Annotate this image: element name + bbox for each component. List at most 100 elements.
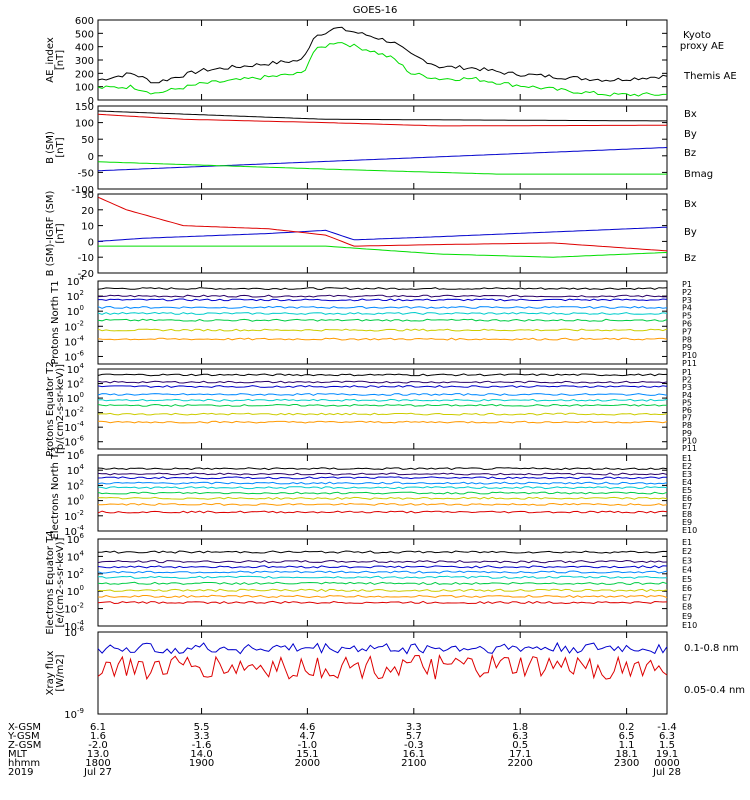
legend-E9: E9 — [682, 612, 692, 621]
ephemeris-value: 1.6 — [90, 731, 106, 742]
y-axis-label: [e/(cm2-s-sr-keV)] — [55, 537, 66, 627]
panel-3: -20 -10 0 10 20 30 B (SM)-IGRF (SM) [nT] Bx By Bz — [45, 190, 697, 280]
legend-xray-long: 0.1-0.8 nm — [684, 643, 739, 654]
legend-E5: E5 — [682, 575, 692, 584]
legend-By: By — [684, 129, 697, 140]
series-line-By — [98, 245, 668, 258]
panel-frame — [97, 454, 668, 532]
ephemeris-value: 6.3 — [659, 731, 675, 742]
legend-E6: E6 — [682, 494, 692, 503]
series-line-By — [97, 161, 667, 175]
series-line-P8 — [97, 337, 668, 341]
legend-E9: E9 — [682, 518, 692, 527]
ephemeris-value: Jul 28 — [652, 767, 681, 778]
legend-kyoto: proxy AE — [680, 41, 724, 52]
series-line-E5 — [97, 486, 668, 490]
legend-P7: P7 — [682, 414, 692, 423]
series-line-P7 — [97, 328, 668, 332]
legend-P4: P4 — [682, 304, 692, 313]
legend-P6: P6 — [682, 320, 692, 329]
legend-xray-short: 0.05-0.4 nm — [684, 685, 745, 696]
y-tick-label: 100 — [67, 494, 84, 508]
series-line-E9 — [97, 600, 668, 605]
legend-P11: P11 — [682, 444, 697, 453]
legend-E8: E8 — [682, 510, 692, 519]
ephemeris-value: -1.4 — [657, 722, 677, 733]
y-axis-label: [W/m2] — [55, 654, 66, 691]
y-tick-label: 100 — [75, 119, 94, 130]
y-axis-label: [nT] — [55, 223, 66, 243]
ephemeris-value: -1.0 — [298, 740, 318, 751]
legend-P2: P2 — [682, 288, 692, 297]
y-tick-label: 104 — [67, 463, 85, 477]
y-tick-label: -100 — [71, 185, 94, 196]
legend-E2: E2 — [682, 547, 692, 556]
chart-title: GOES-16 — [353, 5, 398, 16]
y-tick-label: 400 — [75, 43, 94, 54]
series-line-0.1-0.8-nm — [97, 653, 668, 681]
series-line-P3 — [97, 385, 668, 388]
series-line-P6 — [97, 318, 668, 322]
series-line-E9 — [97, 510, 668, 514]
ephemeris-value: 1.1 — [619, 740, 635, 751]
series-line-E6 — [97, 581, 668, 586]
ephemeris-value: 2100 — [401, 758, 426, 769]
y-tick-label: 10 — [81, 222, 94, 233]
series-line-E5 — [97, 575, 668, 579]
ephemeris-label: Z-GSM — [8, 740, 41, 751]
y-tick-label: 104 — [67, 362, 85, 376]
y-axis-label: AE_index — [45, 37, 56, 83]
y-tick-label: 10-4 — [64, 420, 84, 434]
ephemeris-value: 18.1 — [615, 749, 637, 760]
legend-P10: P10 — [682, 351, 697, 360]
ephemeris-value: 4.6 — [299, 722, 315, 733]
legend-Bx: Bx — [684, 109, 697, 120]
panel-frame — [97, 368, 668, 450]
legend-P5: P5 — [682, 398, 692, 407]
y-tick-label: 10-6 — [64, 625, 84, 639]
series-line-E2 — [97, 472, 668, 476]
y-tick-label: 20 — [81, 206, 94, 217]
y-tick-label: -50 — [78, 168, 94, 179]
legend-P4: P4 — [682, 391, 692, 400]
series-line-Bz — [97, 196, 668, 252]
legend-P9: P9 — [682, 343, 692, 352]
series-line-P8 — [97, 420, 668, 424]
legend-P3: P3 — [682, 383, 692, 392]
panel-frame — [97, 19, 668, 101]
legend-P1: P1 — [682, 280, 692, 289]
series-line-P2 — [97, 294, 668, 298]
legend-By: By — [684, 227, 697, 238]
legend-E1: E1 — [682, 454, 692, 463]
ephemeris-value: Jul 27 — [83, 767, 112, 778]
legend-E3: E3 — [682, 556, 692, 565]
y-tick-label: 10-2 — [64, 406, 84, 420]
y-tick-label: 600 — [75, 16, 94, 27]
y-axis-label: Protons North T1 — [50, 280, 61, 364]
ephemeris-value: 0000 — [654, 758, 679, 769]
y-axis-label: [p/(cm2-s-sr-keV)] — [55, 364, 66, 454]
legend-kyoto: Kyoto — [683, 30, 711, 41]
panel-1: 0 100 200 300 400 500 600 AE_index [nT] Kyotoprox… — [45, 16, 737, 107]
ephemeris-value: 3.3 — [406, 722, 422, 733]
y-axis-label: [nT] — [55, 137, 66, 157]
y-tick-label: 0 — [88, 96, 94, 107]
ephemeris-value: 5.7 — [406, 731, 422, 742]
series-line-E8 — [97, 594, 668, 599]
ephemeris-value: 1.5 — [659, 740, 675, 751]
y-tick-label: 104 — [67, 274, 85, 288]
ephemeris-value: 16.1 — [403, 749, 425, 760]
series-line-E4 — [97, 481, 668, 485]
y-axis-label: [nT] — [55, 50, 66, 70]
y-tick-label: 10-2 — [64, 319, 84, 333]
series-line-E6 — [97, 491, 668, 495]
panel-frame — [97, 538, 668, 627]
legend-E10: E10 — [682, 621, 697, 630]
series-line-E4 — [97, 570, 668, 574]
series-line-Bz — [97, 113, 667, 127]
series-line-P4 — [97, 305, 668, 309]
ephemeris-value: 4.7 — [299, 731, 315, 742]
